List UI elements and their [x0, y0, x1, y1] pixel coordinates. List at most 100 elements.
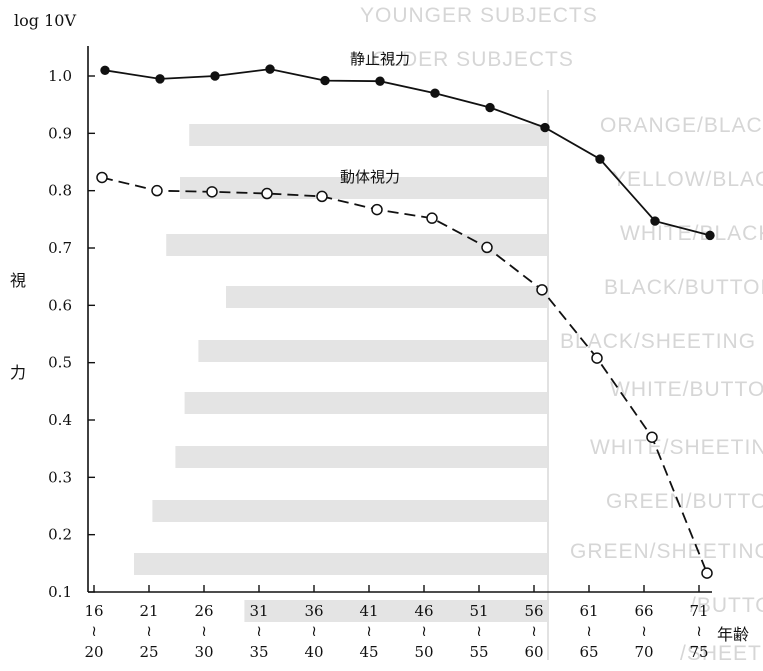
data-point-dynamic-vision [701, 567, 713, 579]
data-point-static-vision [705, 230, 715, 241]
ghost-band [134, 553, 548, 575]
ghost-band [198, 340, 548, 362]
data-point-dynamic-vision [316, 190, 328, 203]
x-tick-label-range-mark: ≀ [641, 622, 647, 640]
x-tick-label-end: 65 [579, 643, 598, 661]
y-axis-side-label-1: 視 [10, 271, 26, 290]
ghost-text: GREEN/BUTTON [606, 490, 763, 513]
x-tick-label-range-mark: ≀ [421, 622, 427, 640]
x-tick-label-start: 71 [689, 602, 708, 620]
ghost-text: /SHEETING [680, 642, 763, 665]
ghost-text: YOUNGER SUBJECTS [360, 4, 598, 27]
x-tick-label-end: 45 [359, 643, 378, 661]
y-tick-label: 0.8 [48, 182, 72, 200]
data-point-dynamic-vision [371, 203, 383, 216]
data-point-dynamic-vision [206, 186, 218, 198]
ghost-text: ORANGE/BLACK [600, 114, 763, 137]
ghost-band [175, 446, 548, 468]
y-tick-label: 0.7 [48, 239, 72, 257]
x-tick-label-start: 31 [249, 602, 268, 620]
y-tick-label: 0.9 [48, 124, 72, 142]
y-tick-label: 0.3 [48, 468, 72, 486]
x-tick-label-end: 55 [469, 643, 488, 661]
data-point-static-vision [265, 64, 275, 74]
ghost-band [244, 600, 548, 622]
x-tick-label-end: 50 [414, 643, 433, 661]
y-axis-ticks: 0.1 0.2 0.3 0.4 0.5 0.6 0.7 0.8 0.9 1.0 [48, 67, 95, 601]
y-axis-top-label: log 10V [14, 11, 76, 30]
data-point-dynamic-vision [481, 241, 493, 254]
x-tick-label-start: 56 [524, 602, 543, 620]
x-tick-label-end: 25 [139, 643, 158, 661]
series-line-static-vision [104, 68, 711, 237]
background-show-through: YOUNGER SUBJECTS OLDER SUBJECTS ORANGE/BLA… [134, 4, 763, 665]
y-tick-label: 1.0 [48, 67, 72, 85]
x-tick-label-end: 40 [304, 643, 323, 661]
data-point-dynamic-vision [96, 171, 108, 184]
ghost-band [189, 124, 548, 146]
x-tick-label-range-mark: ≀ [476, 622, 482, 640]
ghost-text: /BUTTON [690, 594, 763, 617]
x-tick-label-range-mark: ≀ [696, 622, 702, 640]
ghost-text: GREEN/SHEETING [570, 540, 763, 563]
x-tick-label-range-mark: ≀ [201, 622, 207, 640]
x-tick-label-start: 46 [414, 602, 433, 620]
ghost-text: WHITE/BLACK [620, 222, 763, 245]
x-axis-ticks: 16 ≀ 20 21 ≀ 25 26 ≀ 30 31 ≀ 35 36 ≀ 40 41 ≀ 45 46 ≀ 50 51 ≀ 55… [84, 585, 709, 661]
data-point-dynamic-vision [646, 431, 658, 443]
x-tick-label-end: 35 [249, 643, 268, 661]
data-point-static-vision [210, 71, 220, 81]
ghost-text: OLDER SUBJECTS [372, 48, 574, 71]
x-tick-label-start: 66 [634, 602, 653, 620]
ghost-band [152, 500, 548, 522]
ghost-text: BLACK/SHEETING [560, 330, 756, 353]
ghost-band [226, 286, 548, 308]
x-tick-label-start: 21 [139, 602, 158, 620]
y-tick-label: 0.6 [48, 296, 72, 314]
series-label-static-vision: 静止視力 [350, 50, 410, 68]
data-point-dynamic-vision [536, 284, 548, 296]
x-tick-label-end: 75 [689, 643, 708, 661]
x-tick-label-start: 51 [469, 602, 488, 620]
data-point-static-vision [540, 122, 550, 133]
x-tick-label-start: 36 [304, 602, 323, 620]
x-tick-label-end: 20 [84, 643, 103, 661]
ghost-text: BLACK/BUTTON [604, 276, 763, 299]
ghost-text: YELLOW/BLACK [612, 168, 763, 191]
x-tick-label-range-mark: ≀ [146, 622, 152, 640]
x-tick-label-start: 61 [579, 602, 598, 620]
y-tick-label: 0.4 [48, 411, 72, 429]
data-point-dynamic-vision [261, 187, 273, 200]
x-axis-label: 年齢 [717, 625, 749, 644]
data-point-static-vision [485, 102, 495, 113]
series-line-dynamic-vision [101, 176, 708, 574]
x-tick-label-range-mark: ≀ [366, 622, 372, 640]
data-point-static-vision [595, 154, 605, 164]
x-tick-label-range-mark: ≀ [311, 622, 317, 640]
x-tick-label-end: 70 [634, 643, 653, 661]
data-point-static-vision [650, 216, 660, 226]
x-tick-label-range-mark: ≀ [586, 622, 592, 640]
y-tick-label: 0.5 [48, 354, 72, 372]
x-tick-label-start: 16 [84, 602, 103, 620]
x-tick-label-range-mark: ≀ [91, 622, 97, 640]
x-tick-label-start: 26 [194, 602, 213, 620]
y-tick-label: 0.1 [48, 583, 72, 601]
y-axis-side-label-2: 力 [10, 363, 26, 382]
series-label-dynamic-vision: 動体視力 [340, 168, 400, 186]
ghost-band [166, 234, 548, 256]
data-point-static-vision [320, 75, 330, 86]
data-point-dynamic-vision [591, 352, 603, 364]
series-layer [96, 64, 715, 579]
ghost-band [184, 392, 548, 414]
data-point-static-vision [155, 74, 165, 84]
x-tick-label-range-mark: ≀ [256, 622, 262, 640]
ghost-text: WHITE/BUTTON [610, 378, 763, 401]
data-point-dynamic-vision [151, 184, 163, 197]
data-point-static-vision [375, 76, 385, 86]
data-point-static-vision [430, 88, 440, 98]
x-tick-label-start: 41 [359, 602, 378, 620]
x-tick-label-end: 30 [194, 643, 213, 661]
y-tick-label: 0.2 [48, 526, 72, 544]
